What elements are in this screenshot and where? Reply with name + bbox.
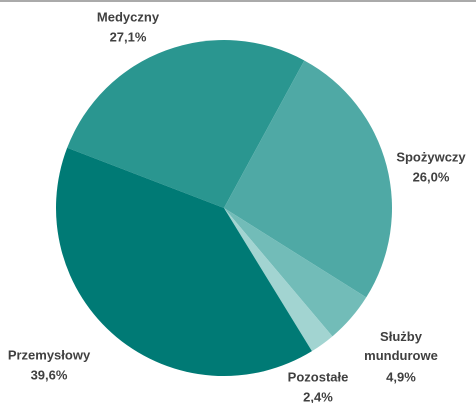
value-label: 26,0% <box>413 169 450 184</box>
slice-label: Przemysłowy <box>8 347 91 362</box>
slice-label: Służby mundurowe <box>364 329 438 363</box>
slice-label: Medyczny <box>97 9 160 24</box>
pie-slice <box>56 147 312 376</box>
slice-label: Pozostałe <box>288 369 349 384</box>
value-label: 2,4% <box>303 389 333 403</box>
pie-slice <box>224 208 333 352</box>
pie-slice <box>67 39 305 209</box>
pie-slice <box>224 60 393 298</box>
value-label: 39,6% <box>31 367 68 382</box>
value-label: 27,1% <box>110 29 147 44</box>
value-label: 4,9% <box>386 369 416 384</box>
pie-slice <box>224 208 367 337</box>
slice-label: Spożywczy <box>396 149 466 164</box>
